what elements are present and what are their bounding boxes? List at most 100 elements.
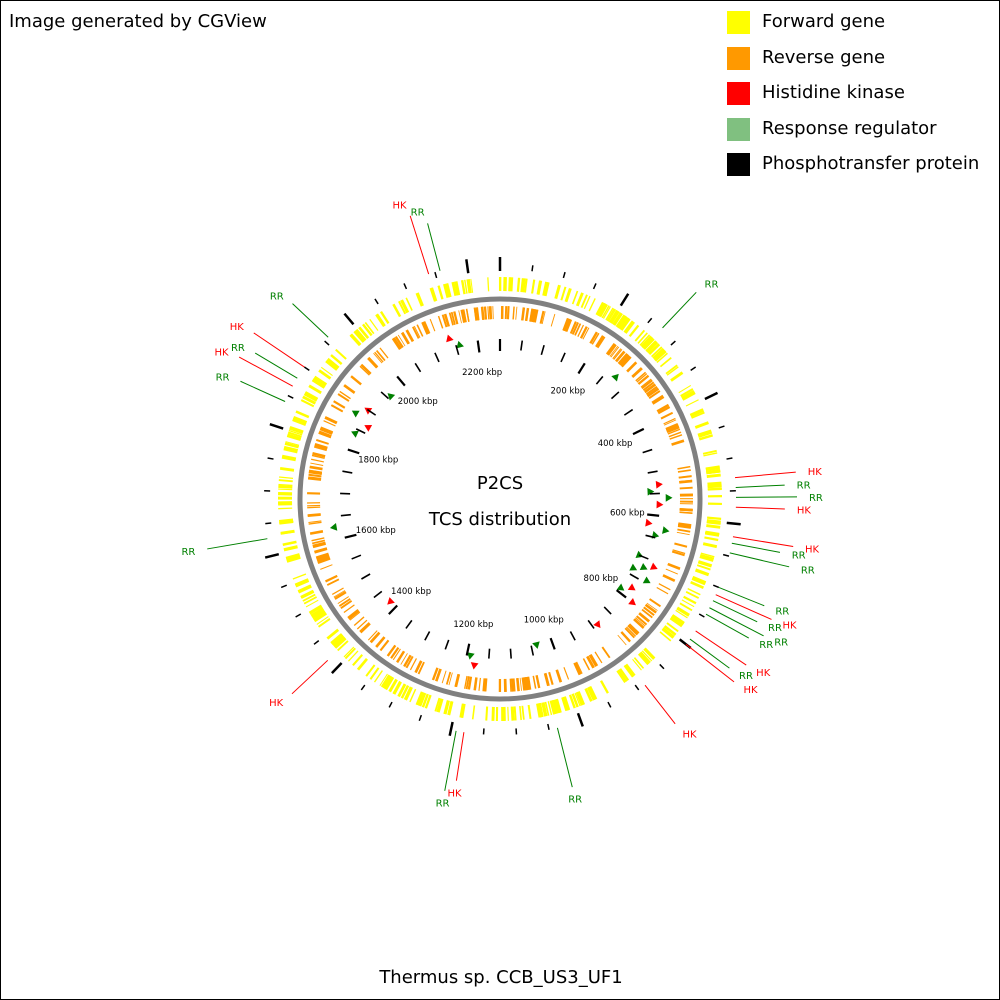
hk-marker [656,500,664,509]
forward-gene-bar [415,691,423,705]
reverse-gene-bar [448,672,453,686]
reverse-gene-bar [635,371,647,382]
forward-gene-bar [509,277,514,292]
reverse-gene-bar [325,574,338,583]
feature-callouts: RRHKRRRRHKHKRRRRRRHKRRRRRRHKRRHKHKRRHKRR… [181,200,822,809]
forward-gene-bar [278,485,293,489]
callout-line [662,291,697,329]
inner-tick [577,362,586,375]
outer-tick [592,283,597,290]
reverse-gene-bar [555,669,562,683]
reverse-gene-bar [595,335,604,348]
forward-gene-bar [522,278,527,293]
reverse-gene-bar [370,632,381,644]
legend-label-response-regulator: Response regulator [762,117,937,139]
reverse-gene-bar [337,393,350,402]
reverse-gene-bar [646,602,658,611]
forward-gene-bar [292,573,307,580]
callout-line [455,732,465,781]
callout-line [644,684,676,725]
reverse-gene-bar [417,661,425,675]
forward-gene-bar [313,611,326,620]
outer-tick [465,259,470,274]
tick-label: 1200 kbp [453,620,493,630]
forward-gene-bar [653,349,667,362]
reverse-gene-bar [632,368,643,378]
reverse-gene-bar [633,619,644,629]
reverse-gene-bar [515,306,518,320]
hk-label: HK [448,789,463,800]
hk-label: HK [797,505,812,516]
forward-gene-bar [697,429,712,436]
hk-label: HK [805,544,820,555]
reverse-gene-bar [318,432,332,439]
tick-label: 2000 kbp [398,397,438,407]
reverse-gene-bar [677,528,691,533]
inner-tick [629,573,639,580]
forward-gene-bar [485,706,489,721]
reverse-gene-bar [627,624,638,636]
kbp-tick-labels: 200 kbp 400 kbp 600 kbp 800 kbp 1000 kbp 1200… [356,368,645,630]
forward-gene-bar [694,421,709,429]
outer-tick [698,613,705,618]
reverse-gene-bar [633,618,645,629]
reverse-gene-bar [677,469,691,473]
forward-gene-bar [707,481,722,486]
forward-gene-bar [310,607,324,617]
inner-tick [340,513,351,517]
reverse-gene-bar [629,623,640,634]
forward-gene-bar [705,465,720,472]
reverse-gene-bar [519,677,522,691]
forward-gene-bar [706,469,721,473]
forward-gene-bar [292,418,307,426]
forward-gene-bar [697,560,713,568]
forward-gene-bar [595,301,605,316]
outer-tick [343,312,355,326]
legend-label-phosphotransfer-protein: Phosphotransfer protein [762,153,980,174]
forward-gene-bar [365,664,376,677]
forward-gene-bar [666,366,679,376]
forward-gene-bar [326,628,340,640]
forward-gene-bar [313,611,328,623]
forward-gene-bar [364,322,375,335]
outer-tick [607,701,612,708]
reverse-gene-bar [311,458,324,463]
forward-gene-bar [421,693,429,708]
tick-label: 400 kbp [598,439,633,449]
forward-gene-bar [584,688,593,702]
reverse-gene-bar [331,587,344,595]
forward-gene-bar [623,665,634,678]
tcs-markers [329,334,673,670]
callout-line [689,638,730,669]
reverse-gene-bar [474,677,478,691]
tick-label: 800 kbp [584,574,619,584]
forward-gene-bar [312,376,327,388]
forward-gene-bar [553,699,558,714]
hk-label: HK [743,685,758,696]
reverse-gene-bar [512,306,515,320]
forward-gene-bar [624,663,636,677]
reverse-gene-bar [612,348,622,360]
callout-line [715,594,772,620]
forward-gene-bar [613,312,623,326]
forward-gene-bar [524,278,528,293]
tick-label: 600 kbp [610,508,645,518]
reverse-gene-bar [308,521,322,525]
reverse-gene-bar [314,547,328,553]
forward-gene-bar [436,698,444,713]
forward-gene-bar [316,616,329,625]
reverse-gene-bar [405,329,415,343]
reverse-gene-bar [397,334,406,347]
rr-label: RR [797,480,811,491]
forward-gene-bar [618,316,628,329]
hk-label: HK [269,698,284,709]
forward-gene-bar [587,686,597,701]
outer-tick [269,423,284,430]
forward-gene-bar [690,581,704,589]
forward-gene-bar [520,278,525,293]
outer-tick [265,522,272,525]
reverse-gene-bar [527,676,532,690]
forward-gene-bar [637,332,648,344]
reverse-gene-bar [637,374,649,385]
inner-tick [615,589,627,599]
